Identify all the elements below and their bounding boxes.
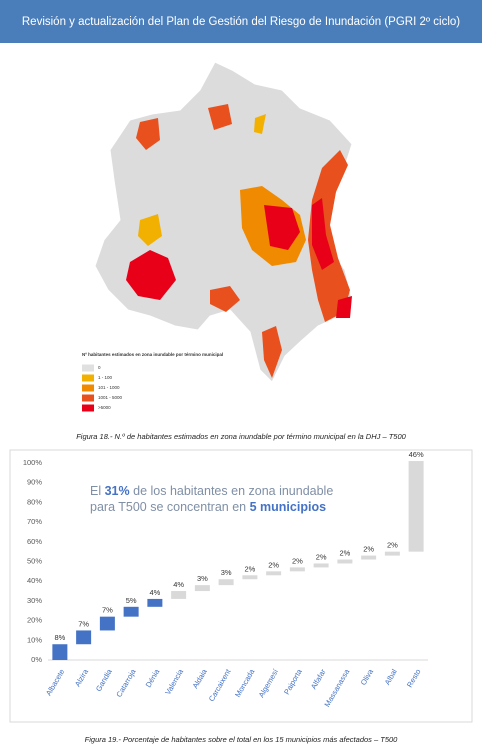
value-label: 2% [316,552,327,561]
bar [194,585,210,592]
legend-swatch [82,374,94,382]
value-label: 8% [54,633,65,642]
legend-label: 101 - 1000 [98,385,120,390]
bar [218,579,234,586]
value-label: 3% [197,574,208,583]
legend-label: 0 [98,365,101,370]
value-label: 2% [268,560,279,569]
value-label: 2% [387,541,398,550]
map-patch [136,118,160,150]
legend-swatch [82,384,94,392]
bar [76,630,92,645]
legend-label: >5000 [98,405,111,410]
value-label: 7% [78,619,89,628]
map-patch [208,104,232,130]
annotation-part: El [90,484,101,498]
annotation-highlight: 5 municipios [250,500,326,514]
value-label: 3% [221,568,232,577]
bar [337,559,353,564]
map-patch [262,326,282,378]
map-legend: 0 1 - 100 101 - 1000 1001 - 5000 >5000 [82,364,123,412]
header-title: Revisión y actualización del Plan de Ges… [22,16,460,28]
bar [123,606,139,617]
value-label: 7% [102,606,113,615]
bar [289,567,305,572]
map-legend-title: Nº habitantes estimados en zona inundabl… [82,352,223,357]
chart-frame [9,449,473,723]
legend-swatch [82,404,94,412]
legend-label: 1001 - 5000 [98,395,123,400]
map-patch [264,205,300,250]
value-label: 46% [409,450,424,459]
chart-annotation: El 31% de los habitantes en zona inundab… [90,484,333,498]
bar [361,555,377,560]
bar [242,575,258,580]
map-patch [126,250,176,300]
y-tick-label: 20% [27,616,42,625]
map: Nº habitantes estimados en zona inundabl… [82,61,353,412]
map-patch [210,286,240,312]
map-basin [94,61,353,383]
value-label: 2% [244,564,255,573]
y-tick-label: 100% [23,458,43,467]
value-label: 4% [149,588,160,597]
map-patch [138,214,162,246]
value-label: 4% [173,580,184,589]
value-label: 5% [126,596,137,605]
bar [99,616,115,631]
y-tick-label: 60% [27,537,42,546]
bar [266,571,282,576]
y-tick-label: 90% [27,478,42,487]
legend-swatch [82,364,94,372]
value-label: 2% [292,556,303,565]
figure-caption: Figura 19.- Porcentaje de habitantes sob… [85,735,399,744]
y-tick-label: 0% [31,655,42,664]
map-patch [312,198,334,270]
y-tick-label: 70% [27,517,42,526]
annotation-highlight: 31% [105,484,130,498]
annotation-part: de los habitantes en zona inundable [133,484,333,498]
figure-caption: Figura 18.- N.º de habitantes estimados … [76,432,406,441]
bar [52,644,68,660]
value-label: 2% [363,545,374,554]
map-coast [308,150,350,322]
value-label: 2% [339,549,350,558]
header-bar [0,0,482,43]
y-tick-label: 80% [27,497,42,506]
bar [408,461,424,552]
legend-label: 1 - 100 [98,375,113,380]
y-tick-label: 40% [27,576,42,585]
bar [147,598,163,607]
y-tick-label: 30% [27,596,42,605]
bar [313,563,329,568]
bar [384,551,400,556]
map-patch [254,114,266,134]
y-tick-label: 50% [27,556,42,565]
y-tick-label: 10% [27,635,42,644]
annotation-part: para T500 se concentran en [90,500,246,514]
legend-swatch [82,394,94,402]
bar [171,591,187,599]
chart-annotation: para T500 se concentran en 5 municipios [90,500,326,514]
map-patch [336,296,352,318]
